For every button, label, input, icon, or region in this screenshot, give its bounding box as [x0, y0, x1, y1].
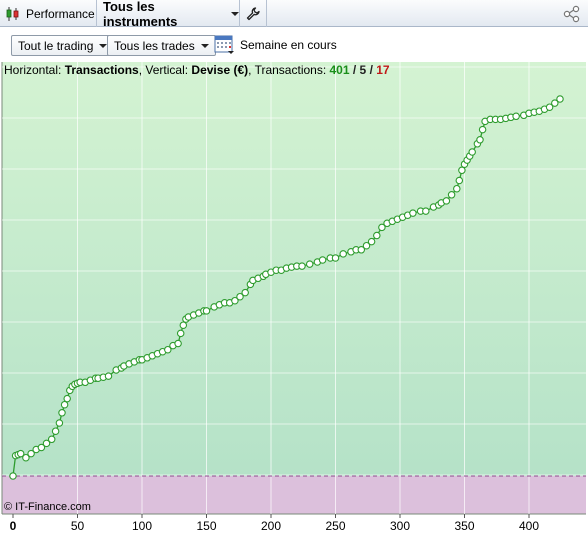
- data-point: [9, 472, 17, 480]
- x-tick-label: 100: [132, 519, 152, 533]
- count-total: 401: [329, 63, 350, 77]
- period-label[interactable]: Semaine en cours: [240, 38, 337, 52]
- data-point: [42, 439, 51, 448]
- trades-filter-dropdown[interactable]: Tous les trades: [107, 35, 216, 56]
- x-tick-label: 350: [454, 519, 474, 533]
- x-tick-label: 300: [390, 519, 410, 533]
- credit-text: © IT-Finance.com: [4, 501, 91, 513]
- x-tick-label: 50: [71, 519, 85, 533]
- data-point: [545, 103, 554, 111]
- top-toolbar: Performance Tous les instruments: [0, 0, 588, 29]
- data-point: [476, 136, 484, 144]
- legend-h-prefix: Horizontal:: [4, 63, 65, 77]
- data-point: [27, 449, 35, 458]
- data-point: [231, 296, 239, 305]
- count-mid: 5: [359, 63, 367, 77]
- count-red: 17: [376, 63, 390, 77]
- data-point: [478, 125, 487, 134]
- data-point: [367, 237, 376, 246]
- data-point: [179, 321, 188, 329]
- data-point: [202, 307, 211, 315]
- data-point: [339, 250, 347, 258]
- data-point: [298, 262, 306, 270]
- data-point: [409, 209, 417, 217]
- data-point: [236, 292, 244, 301]
- data-point: [241, 288, 249, 297]
- trading-filter-label: Tout le trading: [18, 38, 94, 53]
- data-point: [357, 246, 366, 254]
- count-sep-1: /: [349, 63, 360, 77]
- data-point: [22, 453, 30, 462]
- data-point: [362, 241, 371, 250]
- data-point: [58, 409, 66, 417]
- legend-h-value: Transactions: [64, 63, 139, 77]
- filter-bar: Tout le trading Tous les trades: [0, 27, 588, 62]
- data-point: [373, 231, 381, 240]
- data-point: [468, 148, 476, 156]
- data-point: [63, 394, 71, 403]
- loss-zone: [2, 476, 586, 514]
- data-point: [458, 166, 466, 175]
- equity-chart-svg: 0 50 100 150 200 250 300 350 400: [0, 62, 588, 536]
- data-point: [455, 176, 464, 185]
- legend-t-prefix: , Transactions:: [248, 63, 330, 77]
- x-axis-band: [0, 514, 588, 536]
- chevron-down-icon: [99, 43, 108, 48]
- data-point: [556, 95, 564, 103]
- tab-performance-label: Performance: [26, 6, 95, 21]
- data-point: [16, 449, 25, 458]
- data-point: [305, 260, 314, 268]
- data-point: [331, 254, 340, 262]
- legend-v-value: Devise (€): [191, 63, 249, 77]
- chevron-down-icon: [231, 11, 239, 16]
- x-tick-label: 250: [325, 519, 345, 533]
- settings-button[interactable]: [240, 0, 267, 27]
- data-point: [512, 112, 520, 121]
- instruments-dropdown-label: Tous les instruments: [103, 0, 178, 29]
- x-tick-label: 0: [10, 519, 17, 533]
- data-point: [47, 435, 56, 444]
- data-point: [174, 339, 182, 348]
- candlestick-icon: [6, 6, 19, 21]
- trades-filter-label: Tous les trades: [114, 38, 195, 53]
- equity-chart: 0 50 100 150 200 250 300 350 400: [0, 62, 588, 536]
- chevron-down-icon: [200, 43, 209, 48]
- x-tick-label: 400: [519, 519, 539, 533]
- data-point: [318, 256, 327, 264]
- data-point: [60, 400, 69, 409]
- x-tick-label: 150: [196, 519, 216, 533]
- data-point: [164, 345, 172, 354]
- wrench-icon: [246, 6, 260, 20]
- data-point: [55, 419, 64, 427]
- data-point: [378, 223, 386, 232]
- data-point: [104, 372, 113, 380]
- share-icon[interactable]: [562, 4, 582, 24]
- data-point: [442, 197, 451, 205]
- data-point: [453, 184, 461, 193]
- x-tick-label: 200: [261, 519, 281, 533]
- count-sep-2: /: [366, 63, 377, 77]
- trading-filter-dropdown[interactable]: Tout le trading: [11, 35, 115, 56]
- data-point: [176, 329, 185, 338]
- data-point: [422, 207, 430, 215]
- legend-v-prefix: , Vertical:: [138, 63, 192, 77]
- data-point: [551, 99, 559, 107]
- instruments-dropdown[interactable]: Tous les instruments: [97, 0, 240, 29]
- tab-performance[interactable]: Performance: [0, 0, 97, 27]
- chart-legend: Horizontal: Transactions, Vertical: Devi…: [4, 63, 390, 77]
- calendar-icon[interactable]: [214, 34, 235, 54]
- data-point: [51, 427, 60, 435]
- data-point: [37, 443, 46, 452]
- data-point: [447, 191, 456, 199]
